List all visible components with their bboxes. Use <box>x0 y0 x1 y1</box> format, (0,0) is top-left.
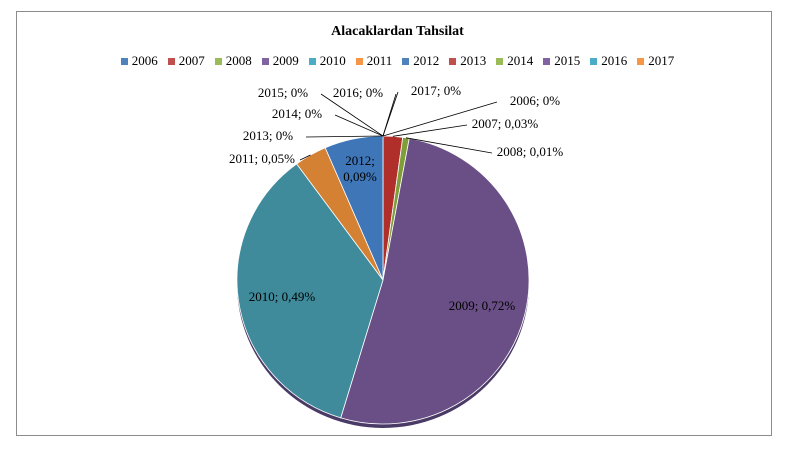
legend-item-2009: 2009 <box>261 53 299 69</box>
data-label-2014: 2014; 0% <box>272 106 322 121</box>
chart-legend: 2006 2007 2008 2009 2010 2011 2012 2013 2014 2015… <box>0 53 795 69</box>
legend-swatch-2017 <box>637 57 645 65</box>
legend-swatch-2014 <box>496 57 504 65</box>
legend-swatch-2011 <box>355 57 363 65</box>
legend-item-2008: 2008 <box>214 53 252 69</box>
legend-swatch-2010 <box>308 57 316 65</box>
legend-item-2010: 2010 <box>308 53 346 69</box>
legend-label-2017: 2017 <box>648 53 675 68</box>
legend-label-2006: 2006 <box>131 53 158 68</box>
leader-line-2006 <box>382 101 498 137</box>
legend-item-2006: 2006 <box>120 53 158 69</box>
data-label-2010: 2010; 0,49% <box>249 289 316 304</box>
legend-item-2017: 2017 <box>637 53 674 69</box>
data-label-2011: 2011; 0,05% <box>229 151 295 166</box>
legend-label-2016: 2016 <box>601 53 628 68</box>
leader-line-2013 <box>305 135 384 138</box>
leader-line-2011 <box>299 154 311 161</box>
legend-label-2007: 2007 <box>178 53 205 68</box>
pie-top-point <box>382 135 384 137</box>
legend-label-2009: 2009 <box>272 53 299 68</box>
data-label-2008: 2008; 0,01% <box>497 144 564 159</box>
legend-label-2011: 2011 <box>366 53 393 68</box>
legend-item-2011: 2011 <box>355 53 393 69</box>
data-label-2015: 2015; 0% <box>258 85 308 100</box>
chart-title: Alacaklardan Tahsilat <box>331 24 464 39</box>
data-label-2017: 2017; 0% <box>411 83 461 98</box>
legend-label-2010: 2010 <box>319 53 346 68</box>
legend-item-2016: 2016 <box>590 53 627 69</box>
data-label-2012-line1: 2012; <box>345 153 375 168</box>
legend-item-2013: 2013 <box>449 53 486 69</box>
legend-item-2012: 2012 <box>402 53 439 69</box>
legend-label-2013: 2013 <box>460 53 487 68</box>
legend-swatch-2013 <box>449 57 457 65</box>
legend-swatch-2015 <box>543 57 551 65</box>
data-label-2007: 2007; 0,03% <box>472 116 539 131</box>
data-label-2009: 2009; 0,72% <box>449 298 516 313</box>
legend-label-2008: 2008 <box>225 53 252 68</box>
legend-label-2014: 2014 <box>507 53 534 68</box>
pie-slice-2010 <box>236 163 384 419</box>
legend-swatch-2009 <box>261 57 269 65</box>
leader-line-2014 <box>334 114 384 137</box>
data-label-2016: 2016; 0% <box>333 85 383 100</box>
legend-item-2015: 2015 <box>543 53 580 69</box>
legend-label-2012: 2012 <box>413 53 440 68</box>
leader-line-2007 <box>392 124 468 137</box>
legend-swatch-2012 <box>402 57 410 65</box>
legend-swatch-2006 <box>120 57 128 65</box>
data-label-2006: 2006; 0% <box>510 93 560 108</box>
leader-line-2008 <box>405 137 493 154</box>
legend-item-2007: 2007 <box>167 53 205 69</box>
legend-swatch-2016 <box>590 57 598 65</box>
pie-slice-2009 <box>340 137 530 425</box>
legend-item-2014: 2014 <box>496 53 533 69</box>
legend-label-2015: 2015 <box>554 53 581 68</box>
data-label-2012-line2: 0,09% <box>343 169 377 184</box>
legend-swatch-2007 <box>167 57 175 65</box>
leader-line-2017 <box>382 91 399 137</box>
data-label-2013: 2013; 0% <box>243 128 293 143</box>
leader-line-2015 <box>320 93 384 137</box>
legend-swatch-2008 <box>214 57 222 65</box>
